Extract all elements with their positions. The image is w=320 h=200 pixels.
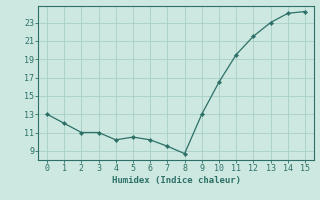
X-axis label: Humidex (Indice chaleur): Humidex (Indice chaleur) (111, 176, 241, 185)
